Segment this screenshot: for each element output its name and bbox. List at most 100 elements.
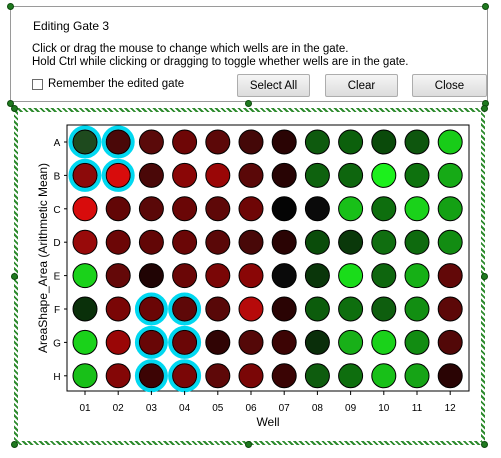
well-D09[interactable]	[338, 229, 364, 255]
well-D11[interactable]	[404, 229, 430, 255]
well-A12[interactable]	[437, 129, 463, 155]
panel-resize-handle-top-right[interactable]	[482, 3, 489, 10]
well-H02[interactable]	[105, 363, 131, 389]
well-G06[interactable]	[238, 329, 264, 355]
well-A10[interactable]	[371, 129, 397, 155]
well-H07[interactable]	[271, 363, 297, 389]
well-F09[interactable]	[338, 296, 364, 322]
well-F10[interactable]	[371, 296, 397, 322]
well-A04[interactable]	[172, 129, 198, 155]
well-G04[interactable]	[172, 329, 198, 355]
well-F12[interactable]	[437, 296, 463, 322]
well-A02[interactable]	[105, 129, 131, 155]
well-H05[interactable]	[205, 363, 231, 389]
well-B03[interactable]	[138, 162, 164, 188]
clear-button[interactable]: Clear	[325, 74, 398, 97]
well-E06[interactable]	[238, 263, 264, 289]
well-D03[interactable]	[138, 229, 164, 255]
well-E05[interactable]	[205, 263, 231, 289]
well-F11[interactable]	[404, 296, 430, 322]
well-G12[interactable]	[437, 329, 463, 355]
well-A06[interactable]	[238, 129, 264, 155]
well-H09[interactable]	[338, 363, 364, 389]
well-F07[interactable]	[271, 296, 297, 322]
well-F05[interactable]	[205, 296, 231, 322]
well-H11[interactable]	[404, 363, 430, 389]
well-E11[interactable]	[404, 263, 430, 289]
well-D10[interactable]	[371, 229, 397, 255]
well-G10[interactable]	[371, 329, 397, 355]
well-A08[interactable]	[304, 129, 330, 155]
well-B01[interactable]	[72, 162, 98, 188]
well-H04[interactable]	[172, 363, 198, 389]
well-A09[interactable]	[338, 129, 364, 155]
well-E07[interactable]	[271, 263, 297, 289]
well-C10[interactable]	[371, 196, 397, 222]
well-A01[interactable]	[72, 129, 98, 155]
well-E09[interactable]	[338, 263, 364, 289]
checkbox-box[interactable]	[32, 78, 43, 90]
well-C09[interactable]	[338, 196, 364, 222]
well-B10[interactable]	[371, 162, 397, 188]
well-E04[interactable]	[172, 263, 198, 289]
panel-resize-handle-bottom-left[interactable]	[7, 100, 14, 107]
well-B07[interactable]	[271, 162, 297, 188]
well-E01[interactable]	[72, 263, 98, 289]
well-B12[interactable]	[437, 162, 463, 188]
well-B09[interactable]	[338, 162, 364, 188]
well-B04[interactable]	[172, 162, 198, 188]
well-G08[interactable]	[304, 329, 330, 355]
well-F08[interactable]	[304, 296, 330, 322]
well-G09[interactable]	[338, 329, 364, 355]
well-A07[interactable]	[271, 129, 297, 155]
well-D04[interactable]	[172, 229, 198, 255]
well-F06[interactable]	[238, 296, 264, 322]
well-B11[interactable]	[404, 162, 430, 188]
close-button[interactable]: Close	[412, 74, 487, 97]
well-F02[interactable]	[105, 296, 131, 322]
well-E02[interactable]	[105, 263, 131, 289]
frame-resize-handle-bottom-center[interactable]	[245, 441, 252, 448]
well-G11[interactable]	[404, 329, 430, 355]
well-D01[interactable]	[72, 229, 98, 255]
panel-resize-handle-top-left[interactable]	[7, 3, 14, 10]
well-G03[interactable]	[138, 329, 164, 355]
well-F04[interactable]	[172, 296, 198, 322]
well-D07[interactable]	[271, 229, 297, 255]
well-C12[interactable]	[437, 196, 463, 222]
frame-resize-handle-right-middle[interactable]	[481, 273, 488, 280]
well-B06[interactable]	[238, 162, 264, 188]
well-G05[interactable]	[205, 329, 231, 355]
well-A11[interactable]	[404, 129, 430, 155]
well-A03[interactable]	[138, 129, 164, 155]
select-all-button[interactable]: Select All	[237, 74, 310, 97]
well-C11[interactable]	[404, 196, 430, 222]
well-C06[interactable]	[238, 196, 264, 222]
well-C01[interactable]	[72, 196, 98, 222]
well-D12[interactable]	[437, 229, 463, 255]
remember-gate-checkbox[interactable]: Remember the edited gate	[32, 77, 184, 91]
well-D05[interactable]	[205, 229, 231, 255]
frame-resize-handle-top-left[interactable]	[11, 105, 18, 112]
well-C07[interactable]	[271, 196, 297, 222]
well-H10[interactable]	[371, 363, 397, 389]
well-H08[interactable]	[304, 363, 330, 389]
well-G07[interactable]	[271, 329, 297, 355]
well-E10[interactable]	[371, 263, 397, 289]
well-C05[interactable]	[205, 196, 231, 222]
frame-resize-handle-left-middle[interactable]	[11, 273, 18, 280]
frame-resize-handle-top-right[interactable]	[481, 105, 488, 112]
well-G01[interactable]	[72, 329, 98, 355]
well-C04[interactable]	[172, 196, 198, 222]
well-B02[interactable]	[105, 162, 131, 188]
well-H01[interactable]	[72, 363, 98, 389]
well-D06[interactable]	[238, 229, 264, 255]
well-E08[interactable]	[304, 263, 330, 289]
frame-resize-handle-bottom-left[interactable]	[11, 441, 18, 448]
well-H06[interactable]	[238, 363, 264, 389]
well-E03[interactable]	[138, 263, 164, 289]
well-H03[interactable]	[138, 363, 164, 389]
well-G02[interactable]	[105, 329, 131, 355]
well-D08[interactable]	[304, 229, 330, 255]
